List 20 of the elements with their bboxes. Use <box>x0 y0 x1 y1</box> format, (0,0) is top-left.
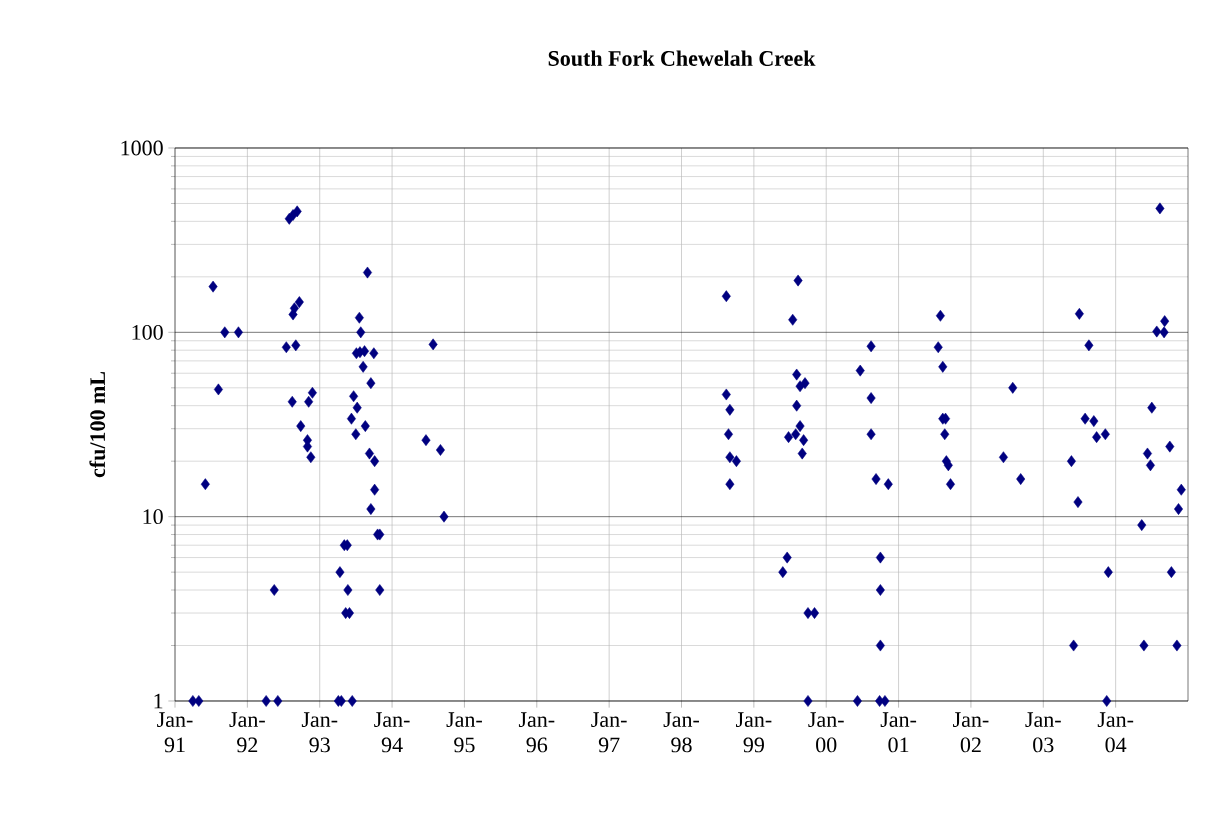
x-tick-label: Jan-03 <box>1025 712 1061 753</box>
x-tick-label: Jan-98 <box>663 712 700 753</box>
x-tick-label: Jan-94 <box>374 712 410 753</box>
x-tick-label: Jan-91 <box>157 712 193 753</box>
x-tick-label: Jan-01 <box>880 712 917 753</box>
x-tick-label: Jan-97 <box>591 712 627 753</box>
y-axis-title: cfu/100 mL <box>89 371 106 478</box>
x-tick-label: Jan-00 <box>808 712 844 753</box>
y-tick-label: 100 <box>132 324 163 340</box>
x-tick-label: Jan-04 <box>1097 712 1134 753</box>
x-tick-label: Jan-92 <box>229 712 265 753</box>
y-tick-label: 1 <box>154 693 163 709</box>
y-tick-label: 1000 <box>121 140 163 156</box>
chart-title: South Fork Chewelah Creek <box>548 50 816 66</box>
x-tick-label: Jan-93 <box>301 712 338 753</box>
x-tick-label: Jan-95 <box>446 712 482 753</box>
x-tick-label: Jan-96 <box>518 712 555 753</box>
x-tick-label: Jan-02 <box>953 712 989 753</box>
y-tick-label: 10 <box>143 509 163 525</box>
x-tick-label: Jan-99 <box>736 712 772 753</box>
